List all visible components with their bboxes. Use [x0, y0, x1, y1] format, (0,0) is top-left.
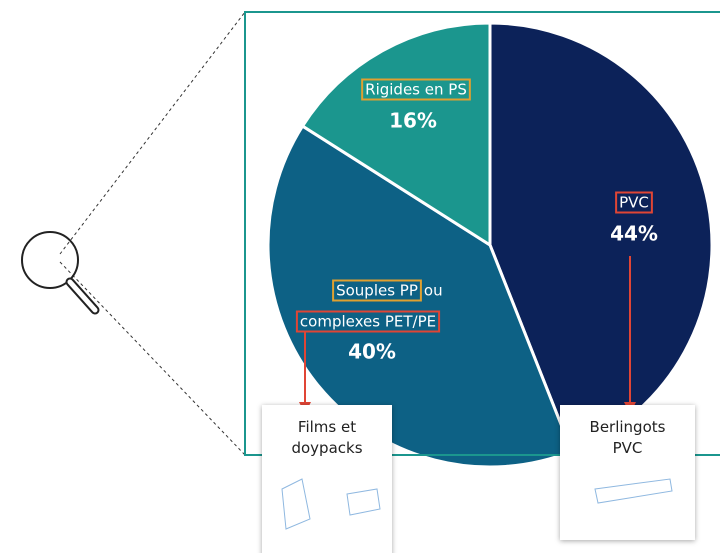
value-label: 44%	[610, 222, 658, 246]
pie-slice	[266, 123, 574, 469]
category-label: Souples PP	[336, 282, 418, 300]
frame	[244, 11, 720, 456]
label-box	[295, 310, 441, 333]
icon	[281, 478, 381, 530]
magnifier-handle	[67, 279, 98, 313]
label-box	[615, 191, 653, 214]
category-label: PVC	[619, 194, 649, 212]
zoom-line	[59, 261, 246, 456]
zoom-line	[59, 11, 246, 255]
callout: Berlingots PVC	[560, 405, 695, 540]
category-label: ou	[424, 282, 443, 300]
magnifier	[21, 231, 79, 289]
callout-text: Berlingots PVC	[589, 418, 666, 457]
category-label: Rigides en PS	[365, 81, 467, 99]
icon	[594, 478, 673, 504]
callout-text: Films et doypacks	[291, 418, 363, 457]
label-box	[332, 279, 422, 302]
callout: Films et doypacks	[262, 405, 392, 553]
label-box	[361, 78, 471, 101]
value-label: 16%	[389, 109, 437, 133]
value-label: 40%	[348, 340, 396, 364]
category-label: complexes PET/PE	[300, 313, 436, 331]
